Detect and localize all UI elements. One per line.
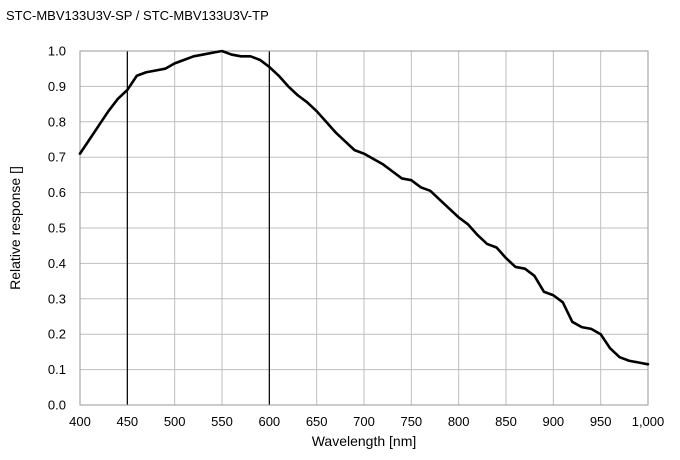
y-tick-label: 0.1 bbox=[48, 362, 66, 377]
y-tick-label: 0.7 bbox=[48, 150, 66, 165]
y-tick-label: 0.9 bbox=[48, 79, 66, 94]
x-tick-label: 800 bbox=[448, 414, 470, 429]
x-tick-label: 950 bbox=[590, 414, 612, 429]
y-axis-label: Relative response [] bbox=[7, 166, 23, 290]
y-tick-label: 0.2 bbox=[48, 327, 66, 342]
x-tick-label: 750 bbox=[400, 414, 422, 429]
plot-frame bbox=[79, 50, 649, 406]
y-tick-label: 0.6 bbox=[48, 185, 66, 200]
plot-area-border bbox=[79, 50, 649, 406]
y-tick-label: 0.8 bbox=[48, 114, 66, 129]
x-tick-label: 700 bbox=[353, 414, 375, 429]
x-tick-label: 650 bbox=[306, 414, 328, 429]
y-tick-label: 0.3 bbox=[48, 291, 66, 306]
chart-title: STC-MBV133U3V-SP / STC-MBV133U3V-TP bbox=[6, 8, 269, 23]
series-layer bbox=[78, 49, 650, 366]
x-tick-label: 1,000 bbox=[632, 414, 665, 429]
x-tick-label: 550 bbox=[211, 414, 233, 429]
x-axis-ticks: 400 450 500 550 600 650 700 750 800 850 900 950 1,00… bbox=[69, 414, 664, 429]
x-tick-label: 900 bbox=[542, 414, 564, 429]
x-axis-label: Wavelength [nm] bbox=[312, 433, 417, 449]
x-tick-label: 500 bbox=[164, 414, 186, 429]
x-tick-label: 600 bbox=[258, 414, 280, 429]
highlight-lines bbox=[126, 51, 270, 405]
grid bbox=[79, 50, 649, 406]
x-tick-label: 850 bbox=[495, 414, 517, 429]
y-tick-label: 1.0 bbox=[48, 44, 66, 59]
x-tick-label: 450 bbox=[116, 414, 138, 429]
y-tick-label: 0.4 bbox=[48, 256, 66, 271]
x-tick-label: 400 bbox=[69, 414, 91, 429]
series-line-0 bbox=[78, 49, 650, 366]
y-tick-label: 0.5 bbox=[48, 221, 66, 236]
y-axis-ticks: 0.0 0.1 0.2 0.3 0.4 0.5 0.6 0.7 0.8 0.9 1.0 bbox=[48, 44, 66, 413]
y-tick-label: 0.0 bbox=[48, 398, 66, 413]
